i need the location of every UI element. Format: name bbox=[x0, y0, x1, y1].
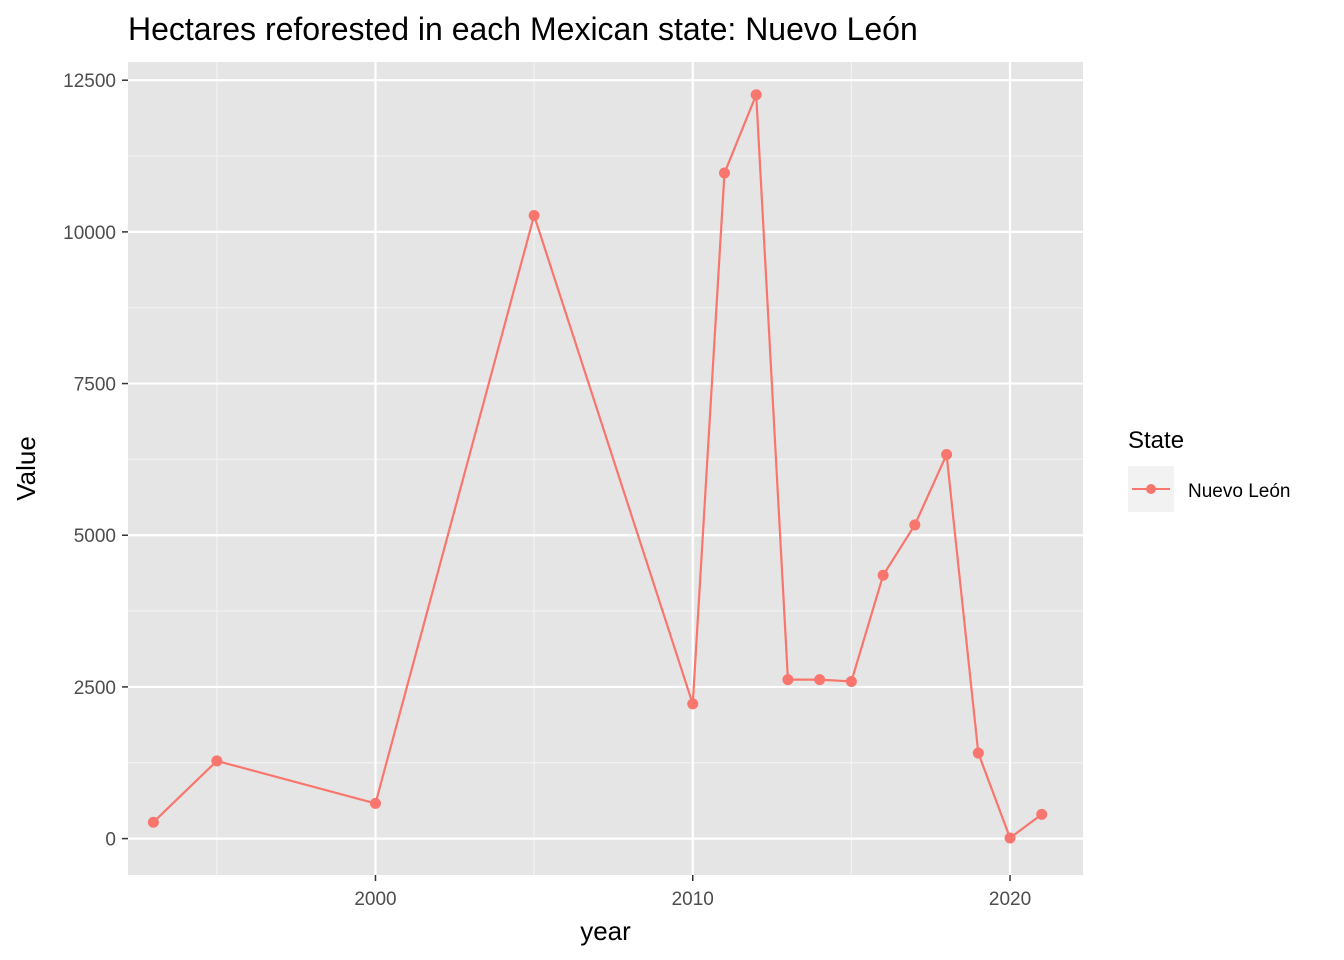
data-point bbox=[750, 89, 762, 101]
legend: State Nuevo León bbox=[1128, 427, 1290, 512]
data-point bbox=[941, 449, 953, 461]
data-point bbox=[845, 675, 857, 687]
data-point bbox=[814, 674, 826, 686]
y-tick-label: 7500 bbox=[74, 375, 116, 396]
legend-label: Nuevo León bbox=[1188, 481, 1290, 502]
series-points bbox=[147, 89, 1048, 844]
x-tick-label: 2000 bbox=[354, 889, 396, 910]
minor-gridlines bbox=[128, 62, 1083, 875]
x-axis-title: year bbox=[580, 916, 631, 946]
data-point bbox=[528, 209, 540, 221]
data-point bbox=[877, 569, 889, 581]
y-tick-label: 10000 bbox=[63, 223, 116, 244]
legend-title: State bbox=[1128, 427, 1184, 454]
x-axis: 2000 2010 2020 bbox=[354, 875, 1031, 910]
y-tick-label: 0 bbox=[105, 830, 116, 851]
y-axis-title: Value bbox=[11, 436, 41, 501]
x-tick-label: 2010 bbox=[672, 889, 714, 910]
data-point bbox=[147, 816, 159, 828]
series-lines bbox=[152, 93, 1043, 840]
data-point bbox=[782, 674, 794, 686]
y-tick-label: 12500 bbox=[63, 71, 116, 92]
data-point bbox=[718, 167, 730, 179]
data-point bbox=[369, 797, 381, 809]
series-line bbox=[152, 93, 1043, 840]
major-gridlines bbox=[128, 62, 1083, 875]
data-point bbox=[211, 755, 223, 767]
data-point bbox=[687, 698, 699, 710]
data-point bbox=[1004, 832, 1016, 844]
data-point bbox=[909, 519, 921, 531]
x-tick-label: 2020 bbox=[989, 889, 1031, 910]
y-axis: 0 2500 5000 7500 10000 12500 bbox=[63, 71, 128, 851]
plot-panel bbox=[128, 62, 1083, 875]
data-point bbox=[972, 747, 984, 759]
legend-key-point bbox=[1146, 484, 1156, 494]
y-tick-label: 5000 bbox=[74, 526, 116, 547]
y-tick-label: 2500 bbox=[74, 678, 116, 699]
data-point bbox=[1036, 808, 1048, 820]
chart-title: Hectares reforested in each Mexican stat… bbox=[128, 11, 918, 47]
